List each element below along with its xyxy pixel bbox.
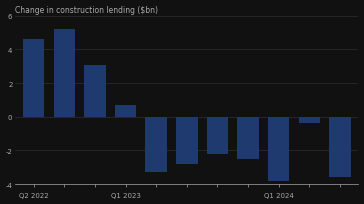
Bar bbox=[23, 40, 44, 117]
Bar bbox=[299, 117, 320, 124]
Bar bbox=[237, 117, 259, 159]
Bar bbox=[176, 117, 198, 164]
Bar bbox=[207, 117, 228, 154]
Bar bbox=[146, 117, 167, 172]
Bar bbox=[115, 105, 136, 117]
Text: Change in construction lending ($bn): Change in construction lending ($bn) bbox=[15, 6, 158, 14]
Bar bbox=[84, 65, 106, 117]
Bar bbox=[54, 30, 75, 117]
Bar bbox=[329, 117, 351, 177]
Bar bbox=[268, 117, 289, 181]
